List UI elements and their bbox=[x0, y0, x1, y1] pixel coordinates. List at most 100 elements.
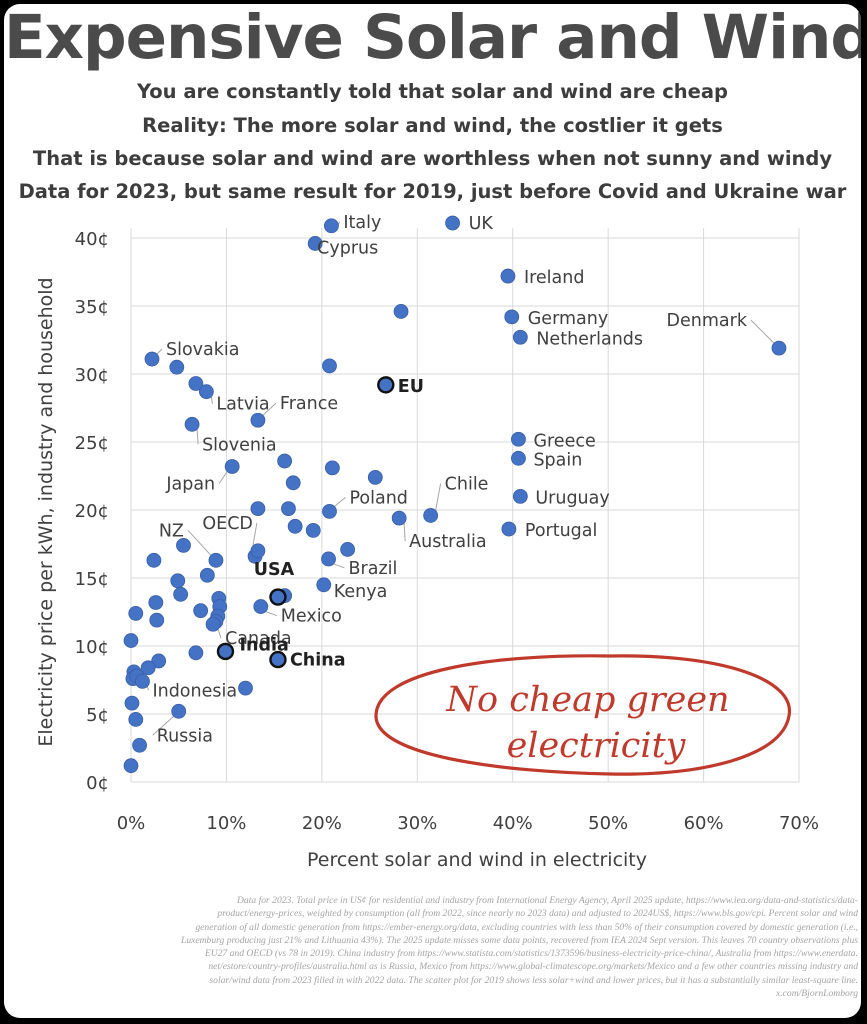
point-label-eu: EU bbox=[398, 377, 424, 397]
leader-line-slovakia bbox=[156, 348, 163, 355]
point-germany bbox=[504, 309, 520, 325]
point-usa bbox=[269, 588, 287, 606]
point-label-germany: Germany bbox=[528, 309, 608, 329]
scatter-point bbox=[132, 737, 147, 753]
leader-line-chile bbox=[435, 483, 442, 511]
scatter-point bbox=[128, 712, 144, 727]
leader-line-nz bbox=[187, 529, 212, 556]
scatter-chart: 0% 10% 20% 30% 40% 50% 60% 70% 0¢ 5¢ 10¢ 15¢ 20¢ 25¢ 3… bbox=[35, 213, 819, 871]
scatter-point bbox=[128, 605, 144, 621]
point-ireland bbox=[500, 268, 516, 284]
axis-ticks: 0% 10% 20% 30% 40% 50% 60% 70% 0¢ 5¢ 10¢ 15¢ 20¢ 25¢ 3… bbox=[75, 229, 819, 834]
subtitle-line-2: Reality: The more solar and wind, the co… bbox=[142, 114, 723, 137]
scatter-point bbox=[250, 501, 266, 517]
point-label-netherlands: Netherlands bbox=[536, 329, 643, 349]
footnote-credit: x.com/BjornLomborg bbox=[776, 988, 858, 1000]
callout-text-line-1: No cheap green bbox=[445, 680, 729, 720]
leader-line-poland bbox=[334, 496, 346, 507]
leader-line-russia bbox=[152, 715, 175, 736]
point-india bbox=[216, 642, 235, 661]
leader-lines bbox=[146, 221, 775, 736]
x-axis-label: Percent solar and wind in electricity bbox=[307, 849, 647, 871]
scatter-point bbox=[140, 660, 156, 676]
point-label-cyprus: Cyprus bbox=[317, 238, 378, 258]
x-tick-label: 20% bbox=[302, 813, 342, 834]
scatter-point bbox=[123, 633, 139, 648]
point-label-slovakia: Slovakia bbox=[166, 340, 239, 360]
y-tick-label: 40¢ bbox=[75, 229, 109, 250]
point-netherlands bbox=[512, 329, 528, 345]
point-denmark bbox=[771, 340, 787, 356]
scatter-point bbox=[322, 358, 337, 374]
leader-line-oecd bbox=[252, 522, 258, 546]
infographic-card: Expensive Solar and Wind You are constan… bbox=[4, 4, 861, 1018]
footnote-line: Luxemburg producing just 21% and Lithuan… bbox=[180, 934, 858, 946]
point-label-japan: Japan bbox=[165, 474, 215, 494]
point-label-oecd: OECD bbox=[202, 514, 253, 534]
leader-line-australia bbox=[403, 523, 406, 542]
point-cyprus bbox=[307, 236, 323, 251]
leader-line-slovenia bbox=[196, 429, 199, 445]
scatter-point bbox=[173, 586, 189, 602]
point-nz bbox=[208, 552, 224, 568]
point-chile bbox=[423, 508, 439, 523]
callout-text-line-2: electricity bbox=[507, 726, 687, 766]
point-latvia bbox=[198, 384, 214, 400]
point-italy bbox=[323, 218, 339, 234]
scatter-point bbox=[170, 573, 186, 589]
x-tick-label: 10% bbox=[206, 813, 246, 834]
scatter-point bbox=[149, 612, 165, 628]
point-label-portugal: Portugal bbox=[525, 521, 597, 541]
y-tick-label: 35¢ bbox=[75, 297, 109, 318]
leader-line-canada bbox=[217, 629, 222, 639]
scatter-point bbox=[305, 523, 321, 538]
x-tick-label: 30% bbox=[397, 813, 437, 834]
scatter-point bbox=[287, 518, 303, 534]
point-uk bbox=[445, 215, 460, 231]
point-label-canada: Canada bbox=[225, 629, 292, 649]
y-tick-label: 0¢ bbox=[86, 773, 109, 794]
point-label-nz: NZ bbox=[159, 521, 184, 541]
footnote-line: net/estore/country-profiles/australia.ht… bbox=[208, 961, 858, 973]
point-poland bbox=[322, 503, 337, 519]
leader-line-indonesia bbox=[146, 686, 149, 691]
leader-line-mexico bbox=[265, 611, 277, 617]
point-label-spain: Spain bbox=[533, 450, 582, 470]
scatter-point bbox=[188, 645, 204, 661]
x-tick-label: 40% bbox=[493, 813, 533, 834]
point-eu bbox=[377, 376, 395, 394]
scatter-point bbox=[169, 359, 185, 375]
point-brazil bbox=[321, 551, 336, 567]
scatter-point bbox=[340, 542, 356, 557]
scatter-point bbox=[285, 475, 301, 491]
y-tick-label: 5¢ bbox=[86, 705, 109, 726]
point-label-russia: Russia bbox=[157, 726, 213, 746]
point-label-australia: Australia bbox=[409, 532, 486, 552]
point-greece bbox=[511, 431, 526, 447]
scatter-point bbox=[123, 758, 139, 774]
point-france bbox=[250, 412, 266, 428]
point-canada bbox=[205, 616, 221, 632]
point-label-indonesia: Indonesia bbox=[152, 681, 237, 701]
scatter-point bbox=[124, 695, 140, 711]
point-portugal bbox=[501, 521, 517, 537]
footnote-line: solar/wind data from 2023 filled in with… bbox=[209, 974, 858, 986]
footnote-line: generation of all domestic generation fr… bbox=[195, 921, 858, 933]
y-tick-label: 15¢ bbox=[75, 569, 109, 590]
subtitle-line-3: That is because solar and wind are worth… bbox=[32, 147, 833, 170]
scatter-point bbox=[324, 460, 340, 476]
point-mexico bbox=[253, 599, 269, 614]
footnote-line: product/energy-prices, weighted by consu… bbox=[217, 908, 858, 920]
scatter-point bbox=[367, 469, 383, 485]
scatter-point bbox=[281, 501, 296, 517]
leader-line-latvia bbox=[210, 396, 213, 404]
point-slovenia bbox=[184, 416, 200, 432]
footnote-line: Data for 2023. Total price in US¢ for re… bbox=[236, 895, 858, 906]
scatter-point bbox=[176, 537, 191, 553]
scatter-point bbox=[199, 567, 215, 583]
footnote-line: EU27 and OECD (vs 78 in 2019). China ind… bbox=[204, 948, 858, 960]
data-points bbox=[123, 215, 787, 774]
y-tick-label: 25¢ bbox=[75, 433, 109, 454]
scatter-point bbox=[188, 376, 204, 391]
